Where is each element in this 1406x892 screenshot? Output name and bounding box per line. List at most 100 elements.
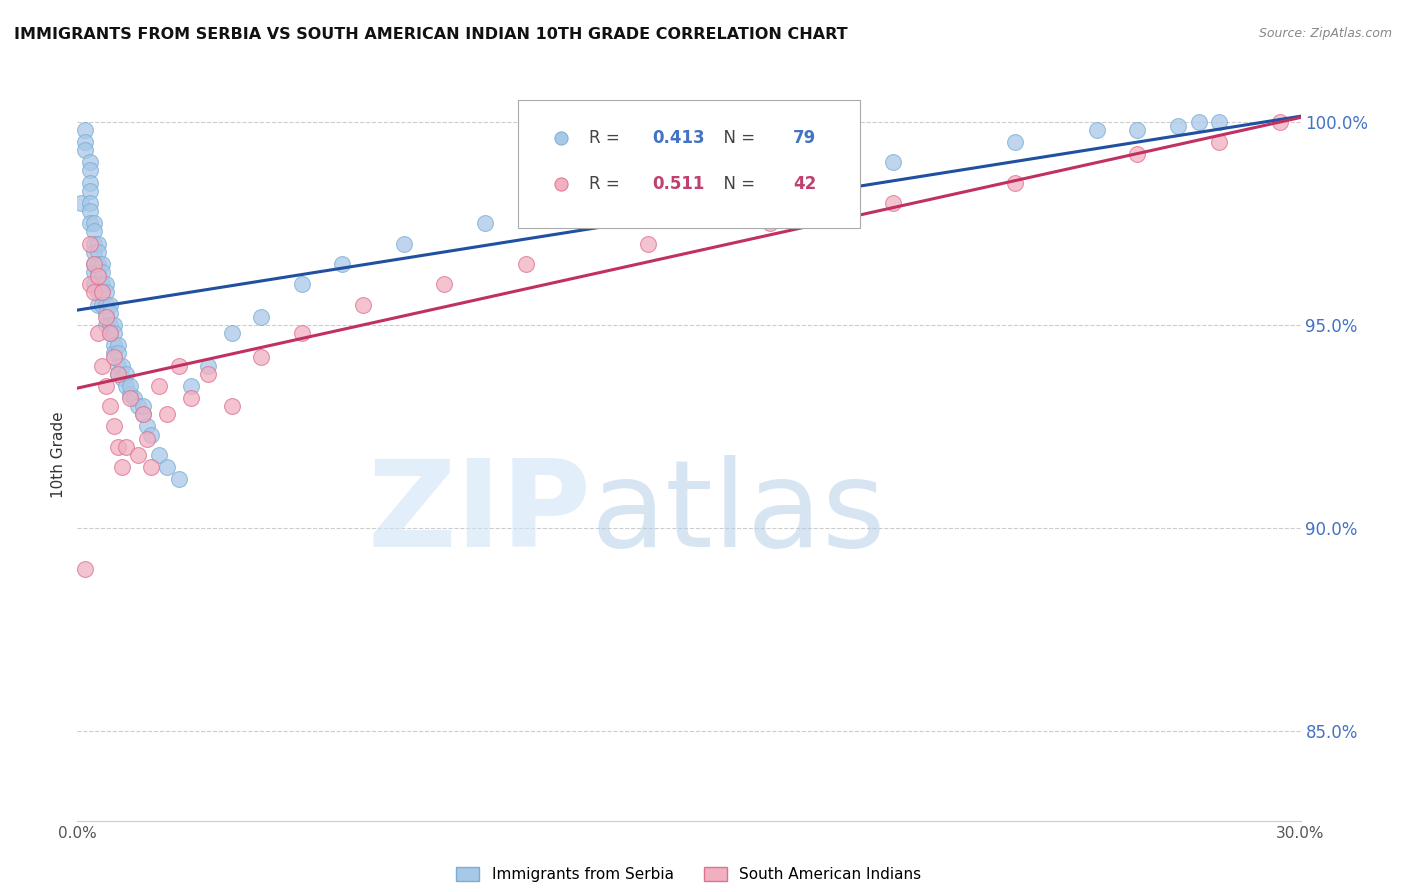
Point [103,346,125,360]
Point [111,460,134,475]
Text: 42: 42 [793,176,815,194]
Point [180,379,202,393]
Point [596,196,619,211]
FancyBboxPatch shape [517,100,860,228]
Point [128,448,150,462]
Point [70,196,93,211]
Point [83,257,105,271]
Point [107,367,129,381]
Point [79,277,101,292]
Point [87,244,110,259]
Point [120,379,142,393]
Point [135,432,157,446]
Point [124,391,146,405]
Point [1004,176,1026,190]
Point [98,326,121,340]
Point [107,338,129,352]
Point [90,277,112,292]
Point [115,367,138,381]
Text: N =: N = [713,129,761,147]
Point [131,407,153,421]
Point [79,216,101,230]
Point [79,184,101,198]
Point [148,448,170,462]
Point [1126,123,1149,137]
Text: 79: 79 [793,129,815,147]
Point [79,236,101,251]
Point [107,367,129,381]
Text: 0.413: 0.413 [652,129,704,147]
Point [98,326,121,340]
Point [131,399,153,413]
Point [90,257,112,271]
Point [1126,147,1149,161]
Point [87,297,110,311]
Point [87,269,110,284]
Point [87,326,110,340]
Point [83,224,105,238]
Text: atlas: atlas [591,455,887,572]
Point [103,419,125,434]
Point [94,306,117,320]
Point [75,135,97,149]
Point [197,367,219,381]
Point [90,265,112,279]
Point [75,562,97,576]
Point [87,277,110,292]
Y-axis label: 10th Grade: 10th Grade [51,411,66,499]
Point [79,204,101,219]
Text: R =: R = [589,176,624,194]
Point [98,399,121,413]
Point [115,379,138,393]
Point [103,351,125,365]
Point [120,387,142,401]
Point [79,176,101,190]
Point [83,236,105,251]
Point [94,285,117,300]
Point [1208,135,1230,149]
Point [128,399,150,413]
Point [291,277,314,292]
Point [156,407,179,421]
Point [87,236,110,251]
Point [94,310,117,324]
Text: ZIP: ZIP [367,455,591,572]
Point [718,176,741,190]
Point [83,277,105,292]
Point [79,155,101,169]
Point [131,407,153,421]
Point [79,196,101,211]
Point [1167,119,1189,133]
Point [94,297,117,311]
Point [759,216,782,230]
Point [291,326,314,340]
Point [392,236,415,251]
Point [197,359,219,373]
Point [94,318,117,332]
Point [83,257,105,271]
Point [90,285,112,300]
Point [83,265,105,279]
Point [1270,114,1292,128]
Text: IMMIGRANTS FROM SERBIA VS SOUTH AMERICAN INDIAN 10TH GRADE CORRELATION CHART: IMMIGRANTS FROM SERBIA VS SOUTH AMERICAN… [14,27,848,42]
Point [111,370,134,384]
Point [332,257,354,271]
Point [107,346,129,360]
Point [882,155,904,169]
Point [107,440,129,454]
Point [98,297,121,311]
Point [98,306,121,320]
Point [250,310,273,324]
Point [107,359,129,373]
Point [87,265,110,279]
Point [83,285,105,300]
Point [120,391,142,405]
Point [474,216,496,230]
Point [882,196,904,211]
Text: N =: N = [713,176,761,194]
Point [250,351,273,365]
Legend: Immigrants from Serbia, South American Indians: Immigrants from Serbia, South American I… [457,867,921,882]
Point [221,326,243,340]
Point [148,379,170,393]
Point [1085,123,1108,137]
